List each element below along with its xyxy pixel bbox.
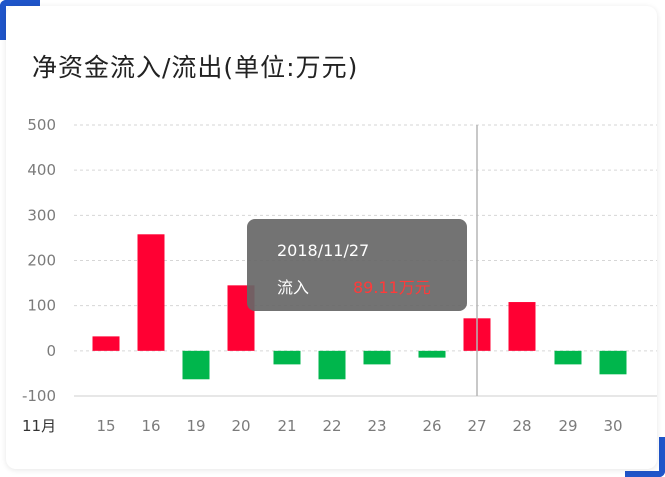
- bar-26[interactable]: [418, 350, 446, 358]
- y-tick-label: -100: [22, 387, 56, 405]
- x-tick-label: 16: [141, 417, 160, 435]
- x-axis-unit-label: 11月: [22, 417, 56, 435]
- y-axis-ticks: 500 400 300 200 100 0 -100: [22, 116, 56, 405]
- bar-19[interactable]: [182, 350, 210, 380]
- x-axis-ticks: 15 16 19 20 21 22 23 26 27 28 29 30: [96, 417, 622, 435]
- tooltip: 2018/11/27 流入 89.11万元: [247, 219, 467, 311]
- tooltip-value: 89.11万元: [353, 278, 431, 297]
- x-tick-label: 22: [322, 417, 341, 435]
- x-tick-label: 29: [558, 417, 577, 435]
- bar-29[interactable]: [554, 350, 582, 365]
- bar-23[interactable]: [363, 350, 391, 365]
- y-tick-label: 400: [27, 161, 56, 179]
- x-tick-label: 23: [367, 417, 386, 435]
- y-tick-label: 0: [46, 342, 56, 360]
- x-tick-label: 28: [512, 417, 531, 435]
- bar-15[interactable]: [92, 336, 120, 351]
- x-tick-label: 27: [467, 417, 486, 435]
- bar-22[interactable]: [318, 350, 346, 380]
- corner-accent-top-left: [0, 0, 40, 40]
- y-tick-label: 500: [27, 116, 56, 134]
- x-tick-label: 30: [603, 417, 622, 435]
- corner-accent-bottom-right: [625, 437, 665, 477]
- bar-21[interactable]: [273, 350, 301, 365]
- y-tick-label: 300: [27, 206, 56, 224]
- bar-30[interactable]: [599, 350, 627, 375]
- tooltip-date: 2018/11/27: [277, 241, 370, 260]
- x-tick-label: 20: [231, 417, 250, 435]
- y-tick-label: 200: [27, 252, 56, 270]
- bar-28[interactable]: [508, 302, 536, 351]
- tooltip-series-label: 流入: [277, 278, 310, 297]
- grid-lines: [74, 124, 657, 397]
- x-tick-label: 21: [277, 417, 296, 435]
- y-tick-label: 100: [27, 297, 56, 315]
- x-tick-label: 26: [422, 417, 441, 435]
- x-tick-label: 15: [96, 417, 115, 435]
- x-tick-label: 19: [186, 417, 205, 435]
- chart-title: 净资金流入/流出(单位:万元): [32, 53, 359, 82]
- bar-16[interactable]: [137, 234, 165, 351]
